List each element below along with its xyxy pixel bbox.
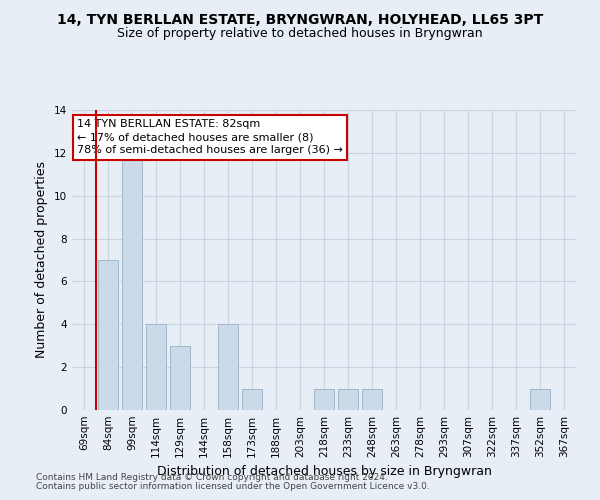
Text: 14 TYN BERLLAN ESTATE: 82sqm
← 17% of detached houses are smaller (8)
78% of sem: 14 TYN BERLLAN ESTATE: 82sqm ← 17% of de… (77, 119, 343, 156)
Bar (98, 260, 118, 410)
X-axis label: Distribution of detached houses by size in Bryngwran: Distribution of detached houses by size … (157, 466, 491, 478)
Text: Size of property relative to detached houses in Bryngwran: Size of property relative to detached ho… (117, 28, 483, 40)
Bar (218, 324, 238, 410)
Bar (338, 388, 358, 410)
Text: Contains HM Land Registry data © Crown copyright and database right 2024.: Contains HM Land Registry data © Crown c… (36, 474, 388, 482)
Bar (314, 388, 334, 410)
Bar (242, 388, 262, 410)
Y-axis label: Number of detached properties: Number of detached properties (35, 162, 49, 358)
Bar (530, 388, 550, 410)
Bar (362, 388, 382, 410)
Bar (122, 153, 142, 410)
Bar (146, 324, 166, 410)
Text: 14, TYN BERLLAN ESTATE, BRYNGWRAN, HOLYHEAD, LL65 3PT: 14, TYN BERLLAN ESTATE, BRYNGWRAN, HOLYH… (57, 12, 543, 26)
Bar (170, 346, 190, 410)
Text: Contains public sector information licensed under the Open Government Licence v3: Contains public sector information licen… (36, 482, 430, 491)
